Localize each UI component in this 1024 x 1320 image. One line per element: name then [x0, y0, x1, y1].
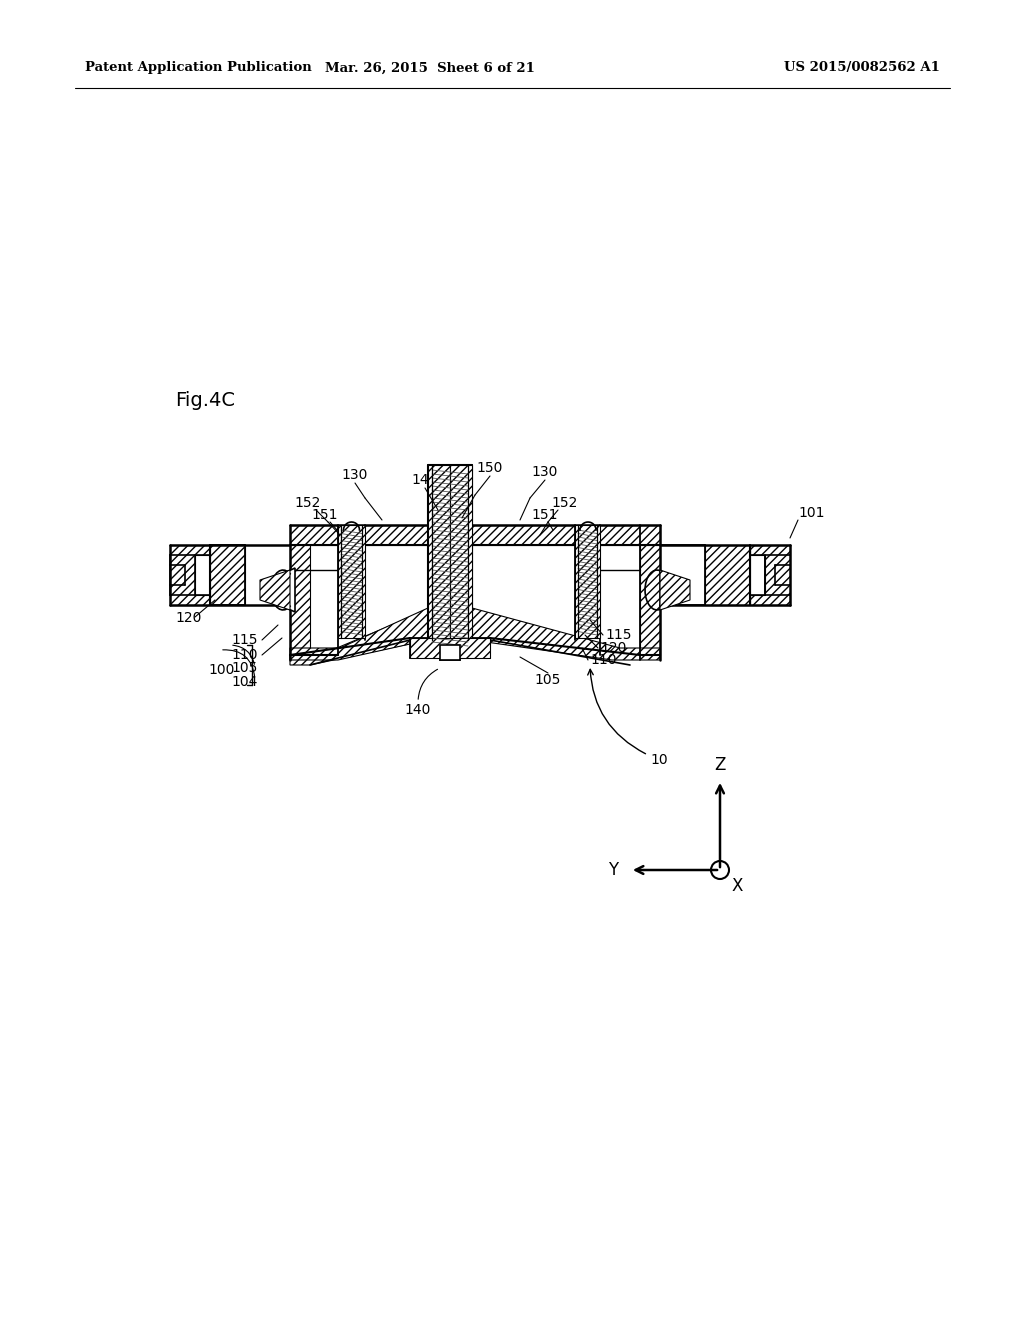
Polygon shape	[170, 545, 210, 605]
Text: 100: 100	[209, 663, 234, 677]
Text: 101: 101	[798, 506, 824, 520]
Text: Mar. 26, 2015  Sheet 6 of 21: Mar. 26, 2015 Sheet 6 of 21	[325, 62, 535, 74]
Text: 151: 151	[531, 508, 558, 521]
FancyArrowPatch shape	[418, 669, 437, 700]
Polygon shape	[290, 525, 660, 545]
Polygon shape	[290, 545, 310, 655]
Polygon shape	[210, 545, 245, 605]
Text: 152: 152	[295, 496, 322, 510]
Polygon shape	[575, 525, 600, 638]
Text: 110: 110	[231, 648, 258, 663]
Polygon shape	[260, 570, 290, 610]
FancyArrowPatch shape	[588, 669, 645, 754]
Text: Patent Application Publication: Patent Application Publication	[85, 62, 311, 74]
Text: Z: Z	[715, 756, 726, 774]
Text: 152: 152	[552, 496, 579, 510]
Text: X: X	[732, 876, 743, 895]
Text: US 2015/0082562 A1: US 2015/0082562 A1	[784, 62, 940, 74]
Polygon shape	[450, 465, 472, 640]
Text: 150: 150	[477, 461, 503, 475]
Text: 130: 130	[342, 469, 369, 482]
Text: 130: 130	[531, 465, 558, 479]
Polygon shape	[705, 545, 750, 605]
Polygon shape	[750, 545, 790, 605]
Polygon shape	[290, 610, 428, 665]
Polygon shape	[472, 609, 660, 660]
Text: 104: 104	[231, 675, 258, 689]
Polygon shape	[428, 465, 450, 640]
FancyArrowPatch shape	[223, 649, 255, 677]
Text: 115: 115	[605, 628, 632, 642]
FancyArrowPatch shape	[232, 645, 254, 664]
Polygon shape	[290, 609, 428, 660]
Text: 10: 10	[650, 752, 668, 767]
Text: Y: Y	[608, 861, 618, 879]
Polygon shape	[765, 554, 790, 595]
Polygon shape	[275, 568, 295, 612]
Polygon shape	[660, 570, 690, 610]
Text: 110: 110	[590, 653, 616, 667]
Text: Fig.4C: Fig.4C	[175, 391, 234, 409]
Text: 140: 140	[404, 704, 431, 717]
Text: 105: 105	[231, 661, 258, 675]
Polygon shape	[338, 525, 365, 638]
Polygon shape	[410, 638, 490, 657]
Polygon shape	[440, 645, 460, 660]
Text: 141: 141	[412, 473, 438, 487]
Text: 115: 115	[231, 634, 258, 647]
Polygon shape	[170, 554, 195, 595]
Text: 120: 120	[600, 642, 627, 655]
Polygon shape	[640, 545, 660, 655]
Text: 151: 151	[311, 508, 338, 521]
Text: 120: 120	[175, 611, 202, 624]
Text: 105: 105	[535, 673, 561, 686]
